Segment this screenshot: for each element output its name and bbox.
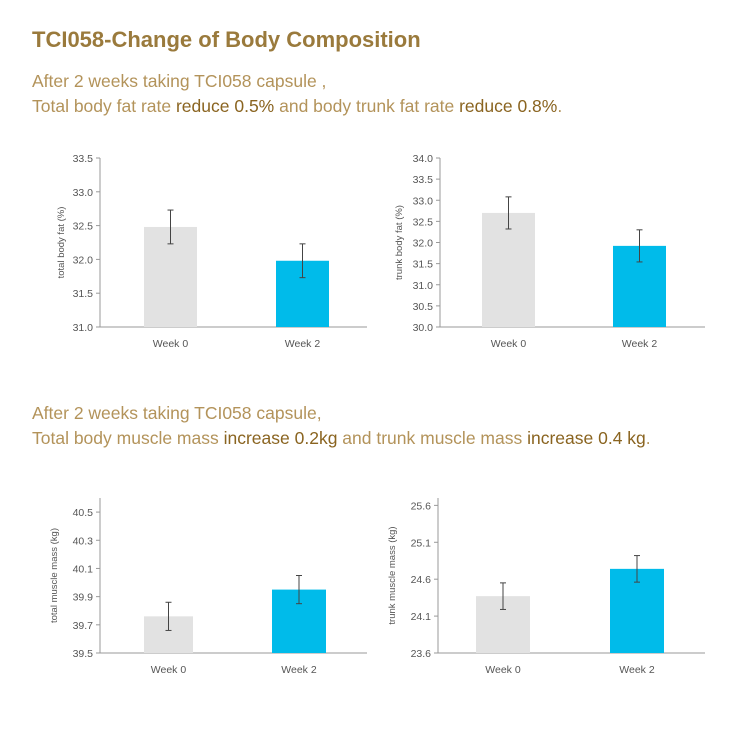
- fat-summary-line-1: After 2 weeks taking TCI058 capsule ,: [32, 71, 327, 91]
- trunk-muscle-increase: increase 0.4 kg: [527, 428, 646, 448]
- y-tick-label: 25.6: [411, 500, 432, 512]
- y-tick-label: 24.1: [411, 611, 432, 623]
- y-tick-label: 39.7: [73, 620, 94, 632]
- y-tick-label: 31.5: [413, 259, 434, 271]
- y-tick-label: 40.5: [73, 507, 94, 519]
- muscle-summary-line-1: After 2 weeks taking TCI058 capsule,: [32, 403, 322, 423]
- bar-week-2: [610, 568, 664, 653]
- x-category-label: Week 0: [153, 338, 189, 350]
- trunk-fat-reduction: reduce 0.8%: [459, 96, 558, 116]
- x-category-label: Week 2: [285, 338, 321, 350]
- x-category-label: Week 0: [491, 338, 527, 350]
- x-category-label: Week 0: [151, 664, 187, 676]
- muscle-summary-text: Total body muscle mass: [32, 428, 224, 448]
- muscle-summary-text: and trunk muscle mass: [337, 428, 528, 448]
- y-tick-label: 39.5: [73, 648, 94, 660]
- y-tick-label: 30.0: [413, 322, 434, 334]
- page-title: TCI058-Change of Body Composition: [32, 27, 421, 52]
- y-tick-label: 23.6: [411, 648, 432, 660]
- y-tick-label: 40.1: [73, 563, 94, 575]
- y-tick-label: 31.5: [73, 288, 94, 300]
- y-axis-label: trunk body fat (%): [394, 205, 405, 280]
- fat-summary-text: and body trunk fat rate: [274, 96, 460, 116]
- x-category-label: Week 2: [281, 664, 317, 676]
- y-tick-label: 30.5: [413, 301, 434, 313]
- y-tick-label: 40.3: [73, 535, 94, 547]
- x-category-label: Week 2: [622, 338, 658, 350]
- y-tick-label: 33.0: [413, 195, 434, 207]
- y-axis-label: total body fat (%): [56, 207, 67, 279]
- y-tick-label: 32.5: [73, 221, 94, 233]
- body-muscle-increase: increase 0.2kg: [223, 428, 338, 448]
- y-tick-label: 24.6: [411, 574, 432, 586]
- y-tick-label: 33.5: [413, 174, 434, 186]
- y-tick-label: 31.0: [73, 322, 94, 334]
- muscle-summary-text: .: [645, 428, 651, 448]
- fat-summary-text: .: [557, 96, 563, 116]
- fat-summary-text: Total body fat rate: [32, 96, 176, 116]
- body-fat-reduction: reduce 0.5%: [175, 96, 275, 116]
- y-tick-label: 39.9: [73, 592, 94, 604]
- y-tick-label: 33.0: [73, 187, 94, 199]
- bar-week-0: [482, 212, 535, 327]
- y-tick-label: 32.5: [413, 216, 434, 228]
- x-category-label: Week 0: [485, 664, 521, 676]
- muscle-summary-line-2: Total body muscle mass increase 0.2kg an…: [32, 428, 651, 449]
- y-tick-label: 32.0: [73, 254, 94, 266]
- x-category-label: Week 2: [619, 664, 655, 676]
- y-tick-label: 25.1: [411, 537, 432, 549]
- y-tick-label: 31.0: [413, 280, 434, 292]
- y-tick-label: 33.5: [73, 153, 94, 165]
- y-axis-label: total muscle mass (kg): [49, 528, 60, 623]
- y-tick-label: 34.0: [413, 153, 434, 165]
- fat-summary-line-2: Total body fat rate reduce 0.5% and body…: [32, 96, 562, 117]
- y-axis-label: trunk muscle mass (kg): [387, 526, 398, 624]
- y-tick-label: 32.0: [413, 238, 434, 250]
